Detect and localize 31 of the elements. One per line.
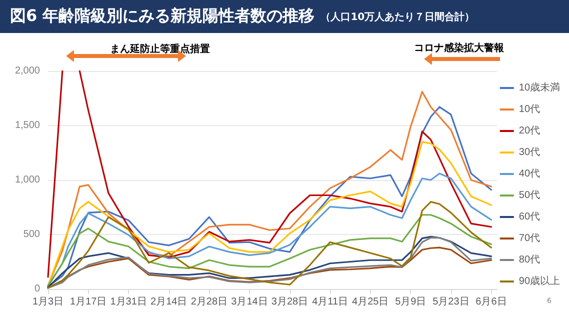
x-tick-label: 5月23日 [432, 296, 470, 308]
y-tick-label: 1,500 [14, 120, 40, 131]
y-tick-label: 1,000 [14, 174, 40, 186]
legend-label: 90歳以上 [518, 275, 560, 287]
legend-label: 70代 [518, 233, 540, 244]
x-tick-label: 3月14日 [231, 296, 268, 308]
x-tick-label: 4月11日 [312, 296, 348, 308]
legend-label: 40代 [518, 168, 540, 180]
x-tick-label: 4月25日 [352, 296, 389, 308]
x-tick-label: 2月14日 [150, 296, 188, 308]
legend-label: 10代 [518, 104, 540, 115]
legend-label: 60代 [518, 212, 540, 222]
text: コロナ感染拡大警報 [414, 42, 504, 55]
x-tick-label: 1月31日 [110, 296, 147, 308]
legend-label: 10歳未満 [518, 82, 560, 94]
y-tick-label: 500 [23, 229, 40, 240]
legend-label: 30代 [518, 147, 540, 158]
legend-label: 50代 [518, 190, 540, 201]
chart-subtitle: （人口10万人あたり７日間合計） [320, 10, 475, 24]
x-tick-label: 6月6日 [476, 296, 507, 308]
x-tick-label: 5月9日 [395, 296, 426, 308]
legend-label: 20代 [518, 126, 540, 136]
legend-label: 80代 [518, 254, 540, 266]
x-tick-label: 1月17日 [70, 296, 107, 308]
x-tick-label: 3月28日 [271, 296, 308, 308]
text: まん延防止等重点措置 [110, 42, 210, 56]
y-tick-label: 2,000 [14, 66, 40, 76]
x-tick-label: 2月28日 [190, 296, 228, 308]
x-tick-label: 1月3日 [32, 296, 64, 308]
chart-title: 図6 年齢階級別にみる新規陽性者数の推移 [10, 6, 315, 27]
y-tick-label: 0 [34, 284, 40, 294]
